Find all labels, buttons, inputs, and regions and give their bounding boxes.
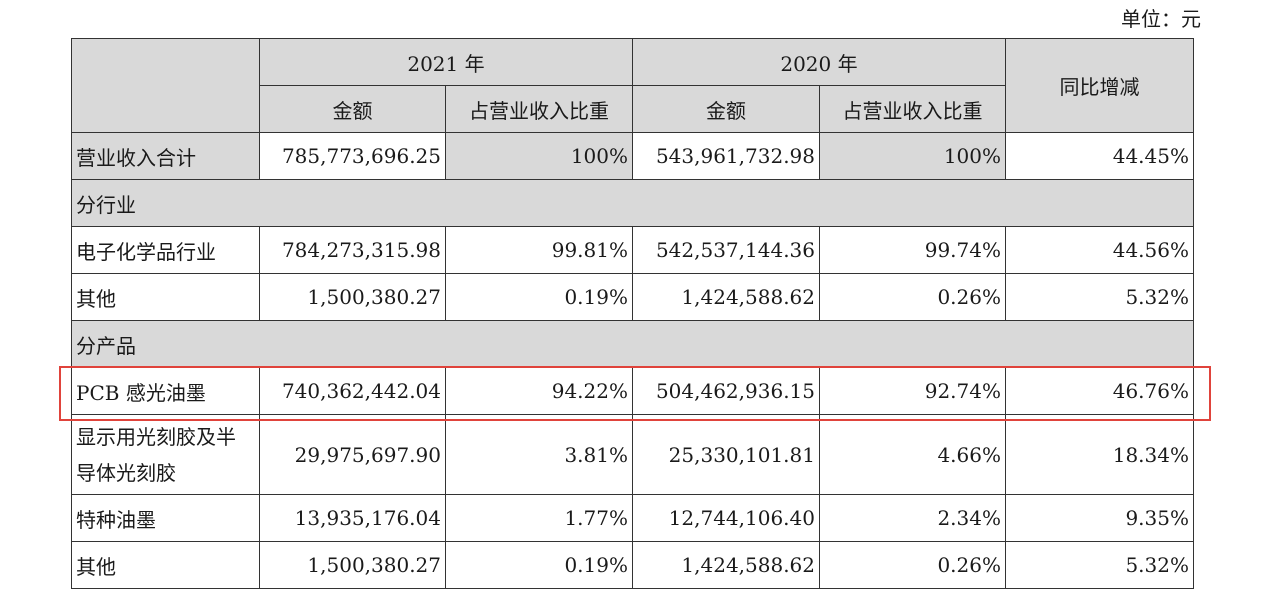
header-corner xyxy=(71,38,260,133)
yoy-change: 5.32% xyxy=(1005,541,1194,589)
amount-2020: 1,424,588.62 xyxy=(632,541,820,589)
yoy-change: 46.76% xyxy=(1005,367,1194,415)
amount-2021: 740,362,442.04 xyxy=(259,367,446,415)
amount-2020: 12,744,106.40 xyxy=(632,494,820,542)
section-row: 分产品 xyxy=(71,320,1194,368)
table-row: 显示用光刻胶及半导体光刻胶 29,975,697.90 3.81% 25,330… xyxy=(71,414,1194,495)
row-label: 营业收入合计 xyxy=(71,132,260,180)
ratio-2020: 100% xyxy=(819,132,1006,180)
ratio-2020: 2.34% xyxy=(819,494,1006,542)
row-label: 特种油墨 xyxy=(71,494,260,542)
table-row: 其他 1,500,380.27 0.19% 1,424,588.62 0.26%… xyxy=(71,541,1194,589)
table-row: 特种油墨 13,935,176.04 1.77% 12,744,106.40 2… xyxy=(71,494,1194,542)
row-label: 显示用光刻胶及半导体光刻胶 xyxy=(71,414,260,495)
amount-2020: 25,330,101.81 xyxy=(632,414,820,495)
amount-2021: 784,273,315.98 xyxy=(259,226,446,274)
yoy-change: 9.35% xyxy=(1005,494,1194,542)
row-label: 电子化学品行业 xyxy=(71,226,260,274)
ratio-2020: 92.74% xyxy=(819,367,1006,415)
amount-2021: 13,935,176.04 xyxy=(259,494,446,542)
amount-2020: 1,424,588.62 xyxy=(632,273,820,321)
section-label: 分行业 xyxy=(71,179,1194,227)
amount-2020: 542,537,144.36 xyxy=(632,226,820,274)
section-row: 分行业 xyxy=(71,179,1194,227)
section-label: 分产品 xyxy=(71,320,1194,368)
amount-2020: 543,961,732.98 xyxy=(632,132,820,180)
header-amount-2021: 金额 xyxy=(259,85,446,133)
ratio-2021: 3.81% xyxy=(445,414,633,495)
header-ratio-2020: 占营业收入比重 xyxy=(819,85,1006,133)
ratio-2021: 94.22% xyxy=(445,367,633,415)
ratio-2021: 0.19% xyxy=(445,273,633,321)
ratio-2021: 99.81% xyxy=(445,226,633,274)
table-row: 营业收入合计 785,773,696.25 100% 543,961,732.9… xyxy=(71,132,1194,180)
amount-2020: 504,462,936.15 xyxy=(632,367,820,415)
unit-label: 单位：元 xyxy=(1121,7,1201,31)
table-row: 其他 1,500,380.27 0.19% 1,424,588.62 0.26%… xyxy=(71,273,1194,321)
table-row-highlighted: PCB 感光油墨 740,362,442.04 94.22% 504,462,9… xyxy=(71,367,1194,415)
header-amount-2020: 金额 xyxy=(632,85,820,133)
amount-2021: 1,500,380.27 xyxy=(259,273,446,321)
ratio-2020: 4.66% xyxy=(819,414,1006,495)
ratio-2020: 99.74% xyxy=(819,226,1006,274)
ratio-2021: 0.19% xyxy=(445,541,633,589)
yoy-change: 5.32% xyxy=(1005,273,1194,321)
amount-2021: 29,975,697.90 xyxy=(259,414,446,495)
header-ratio-2021: 占营业收入比重 xyxy=(445,85,633,133)
yoy-change: 18.34% xyxy=(1005,414,1194,495)
ratio-2021: 100% xyxy=(445,132,633,180)
header-year-2021: 2021 年 xyxy=(259,38,633,86)
revenue-table: 2021 年 2020 年 同比增减 金额 占营业收入比重 金额 占营业收入比重… xyxy=(71,38,1194,589)
row-label: 其他 xyxy=(71,273,260,321)
row-label: PCB 感光油墨 xyxy=(71,367,260,415)
header-year-2020: 2020 年 xyxy=(632,38,1006,86)
ratio-2020: 0.26% xyxy=(819,273,1006,321)
row-label: 其他 xyxy=(71,541,260,589)
amount-2021: 785,773,696.25 xyxy=(259,132,446,180)
yoy-change: 44.45% xyxy=(1005,132,1194,180)
ratio-2021: 1.77% xyxy=(445,494,633,542)
amount-2021: 1,500,380.27 xyxy=(259,541,446,589)
ratio-2020: 0.26% xyxy=(819,541,1006,589)
header-yoy: 同比增减 xyxy=(1005,38,1194,133)
yoy-change: 44.56% xyxy=(1005,226,1194,274)
table-row: 电子化学品行业 784,273,315.98 99.81% 542,537,14… xyxy=(71,226,1194,274)
